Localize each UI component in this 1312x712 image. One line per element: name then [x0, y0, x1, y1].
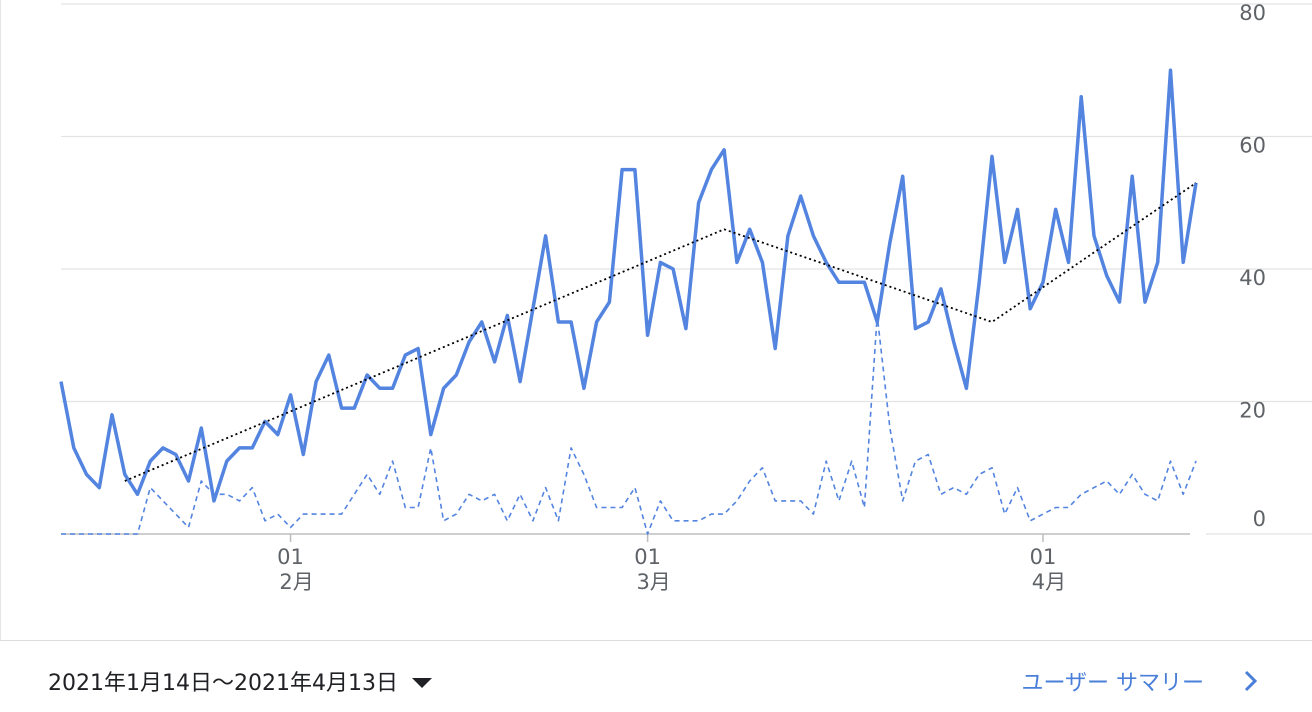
date-range-selector[interactable]: 2021年1月14日〜2021年4月13日: [48, 665, 432, 697]
x-tick-month-label: 4月: [1032, 570, 1066, 594]
series-layer: [59, 68, 1198, 535]
series-line-dotted: [124, 182, 1197, 482]
series-line-solid: [59, 68, 1198, 503]
x-tick-month-label: 2月: [279, 570, 313, 594]
series-line-dashed: [61, 314, 1197, 535]
y-tick-label: 0: [1253, 507, 1266, 531]
user-summary-link[interactable]: ユーザー サマリー: [1021, 665, 1264, 697]
x-tick-month-label: 3月: [636, 570, 670, 594]
y-tick-label: 60: [1239, 134, 1266, 158]
chart-footer: 2021年1月14日〜2021年4月13日 ユーザー サマリー: [0, 640, 1312, 712]
user-summary-label: ユーザー サマリー: [1021, 671, 1204, 696]
caret-down-icon: [411, 678, 432, 688]
x-tick-day-label: 01: [277, 545, 304, 569]
y-tick-label: 80: [1239, 1, 1266, 25]
card-left-border: [0, 0, 1, 640]
y-tick-label: 20: [1239, 399, 1266, 423]
y-tick-label: 40: [1239, 266, 1266, 290]
date-range-label: 2021年1月14日〜2021年4月13日: [48, 671, 398, 696]
chevron-right-icon: [1244, 670, 1258, 692]
x-tick-day-label: 01: [634, 545, 661, 569]
y-axis-labels: 80 60 40 20 0: [1239, 1, 1266, 531]
x-tick-day-label: 01: [1030, 545, 1057, 569]
